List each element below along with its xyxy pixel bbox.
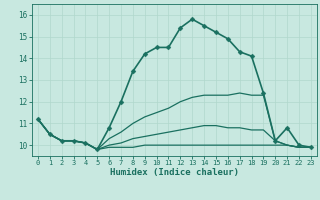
X-axis label: Humidex (Indice chaleur): Humidex (Indice chaleur): [110, 168, 239, 177]
